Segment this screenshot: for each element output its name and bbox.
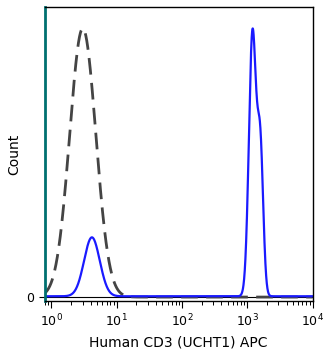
Y-axis label: Count: Count [7, 134, 21, 175]
X-axis label: Human CD3 (UCHT1) APC: Human CD3 (UCHT1) APC [89, 335, 268, 349]
